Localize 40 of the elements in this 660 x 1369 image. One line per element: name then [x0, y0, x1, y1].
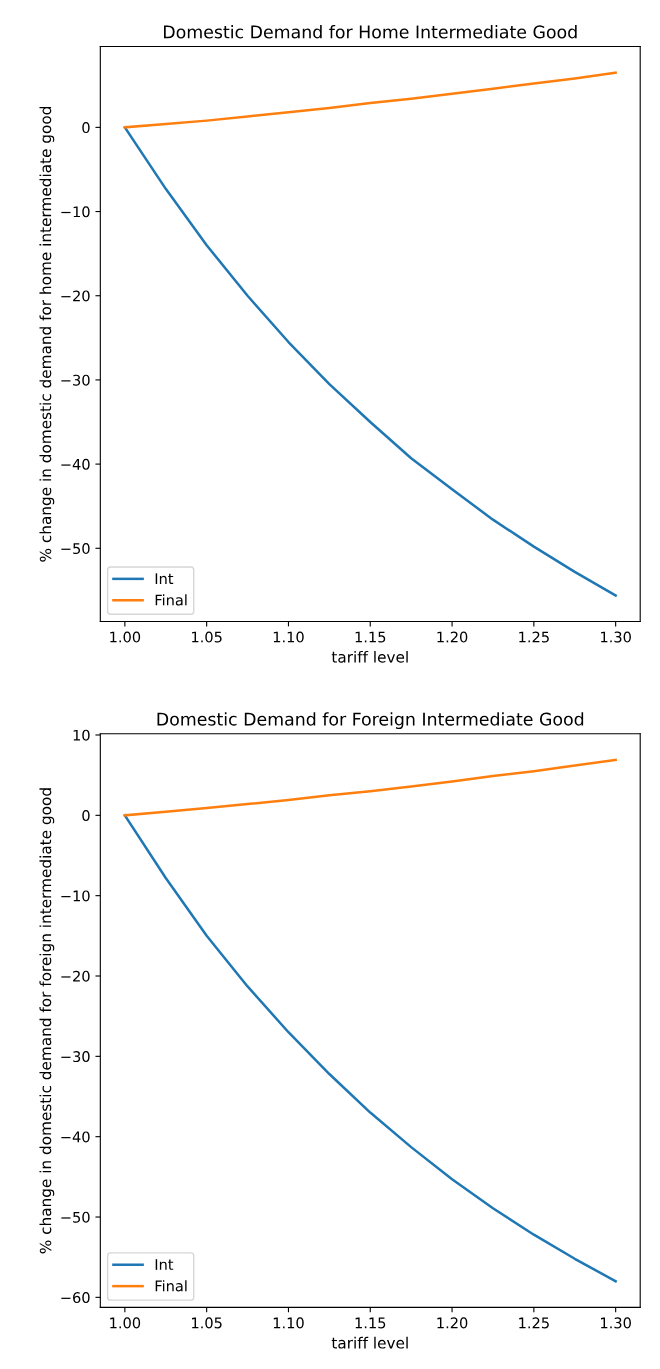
x-tick-label: 1.30 — [601, 631, 631, 643]
x-tick-label: 1.05 — [192, 631, 222, 643]
y-axis-title: % change in domestic demand for home intermediate good — [39, 106, 55, 562]
y-tick-label: −30 — [61, 1051, 90, 1063]
x-tick-label: 1.10 — [273, 631, 304, 643]
x-tick-label: 1.30 — [601, 1317, 631, 1329]
x-tick-label: 1.00 — [110, 631, 141, 643]
y-tick-label: −10 — [61, 890, 90, 902]
y-tick-label: −60 — [61, 1292, 90, 1304]
y-tick-label: 10 — [73, 729, 90, 741]
y-axis-title: % change in domestic demand for foreign intermediate good — [39, 788, 55, 1254]
x-axis-title: tariff level — [331, 650, 408, 663]
x-tick-label: 1.20 — [437, 1317, 468, 1329]
legend-label: Int — [155, 573, 174, 584]
y-tick-label: −50 — [61, 543, 90, 555]
line-series — [123, 71, 617, 129]
y-tick-label: −40 — [61, 1131, 90, 1143]
x-tick-label: 1.00 — [110, 1317, 141, 1329]
x-tick-label: 1.10 — [273, 1317, 304, 1329]
x-tick-label: 1.15 — [355, 631, 386, 643]
y-tick-label: −20 — [61, 970, 90, 982]
x-tick-label: 1.25 — [519, 631, 549, 643]
y-tick-label: 0 — [82, 810, 90, 822]
line-series — [123, 758, 617, 817]
x-tick-label: 1.20 — [437, 631, 468, 643]
x-tick-label: 1.25 — [519, 1317, 549, 1329]
y-tick-label: −30 — [61, 374, 90, 386]
legend-label: Final — [155, 594, 187, 606]
y-tick-label: −50 — [61, 1211, 90, 1223]
chart-title: Domestic Demand for Home Intermediate Good — [164, 25, 577, 39]
y-tick-label: −20 — [61, 290, 90, 302]
x-axis-title: tariff level — [331, 1336, 408, 1349]
legend-label: Int — [155, 1259, 174, 1270]
legend-label: Final — [155, 1280, 187, 1292]
y-tick-label: −40 — [61, 458, 90, 470]
y-tick-label: 0 — [82, 122, 90, 134]
chart-title: Domestic Demand for Foreign Intermediate Good — [157, 712, 584, 730]
x-tick-label: 1.15 — [355, 1317, 386, 1329]
x-tick-label: 1.05 — [192, 1317, 222, 1329]
y-tick-label: −10 — [61, 206, 90, 218]
